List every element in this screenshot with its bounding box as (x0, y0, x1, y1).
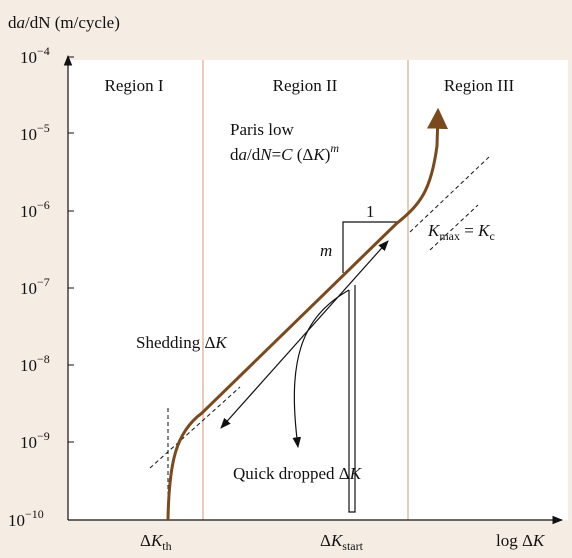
x-tick-label-threshold: ΔKth (140, 531, 172, 553)
slope-rise-label: m (320, 241, 332, 260)
y-tick-label-1e-6: 10−6 (20, 198, 50, 221)
shedding-label: Shedding ΔK (136, 333, 228, 352)
y-tick-label-1e-4: 10−4 (20, 44, 50, 67)
y-tick-label-1e-9: 10−9 (20, 429, 50, 452)
y-tick-label-1e-10: 10−10 (8, 507, 44, 530)
region-3-label: Region III (444, 76, 515, 95)
slope-run-label: 1 (366, 202, 375, 221)
upper-tangent-line (409, 155, 491, 233)
quick-drop-arrow (292, 289, 350, 449)
crack-growth-curve (166, 107, 449, 521)
quick-drop-path (348, 285, 356, 513)
x-tick-label-start: ΔKstart (320, 531, 364, 553)
kmax-label: Kmax = Kc (427, 221, 495, 243)
x-axis-label: log ΔK (496, 531, 546, 550)
quick-dropped-label: Quick dropped ΔK (233, 464, 363, 483)
y-tick-label-1e-8: 10−8 (20, 352, 50, 375)
shedding-arrow (220, 240, 389, 429)
y-axis-label: da/dN (m/cycle) (8, 13, 120, 32)
paris-law-equation: da/dN=C (ΔK)m (230, 141, 339, 164)
region-2-label: Region II (273, 76, 338, 95)
paris-law-label: Paris low (230, 120, 294, 139)
y-axis-ticks (68, 56, 74, 443)
region-1-label: Region I (104, 76, 163, 95)
plot-area (68, 60, 568, 520)
y-tick-label-1e-7: 10−7 (20, 275, 50, 298)
kmax-pointer-line (429, 204, 479, 251)
y-tick-label-1e-5: 10−5 (20, 121, 50, 144)
